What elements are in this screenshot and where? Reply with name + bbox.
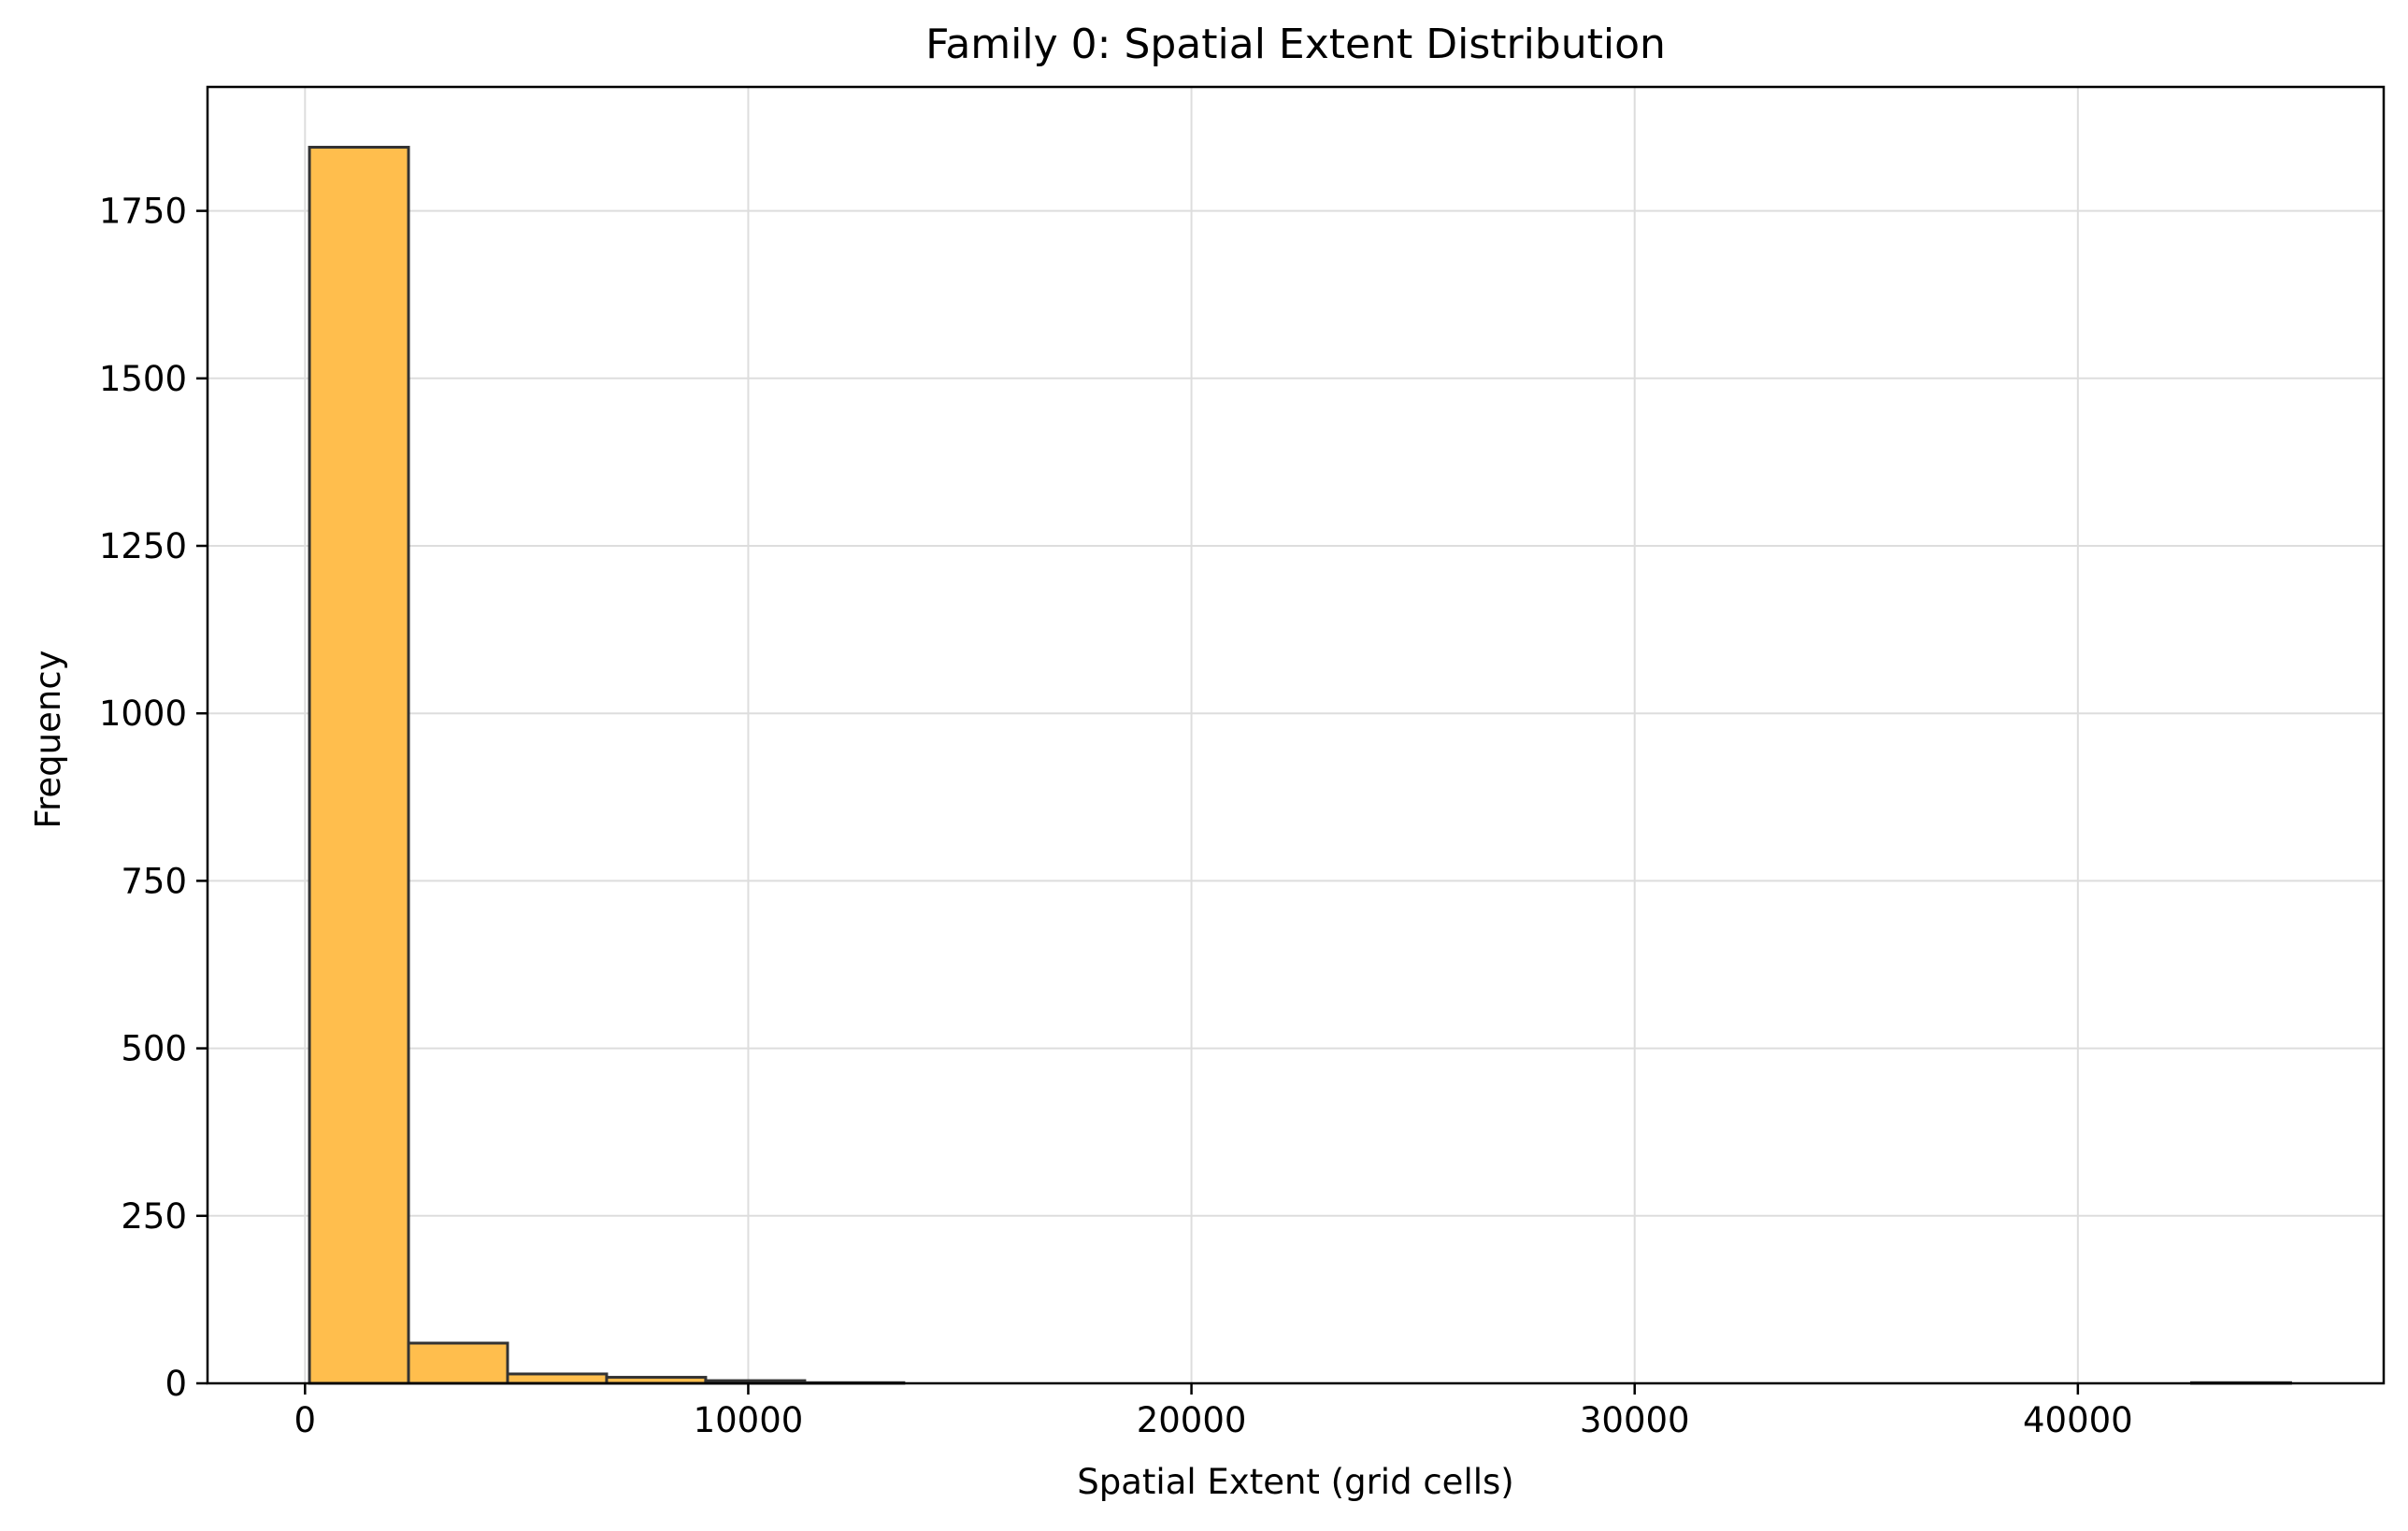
x-axis-ticks: 0 10000 20000 30000 40000 [294,1383,2133,1440]
x-tick-label: 0 [294,1400,317,1440]
histogram-bar-2 [506,1372,609,1385]
axes [206,85,2386,1385]
x-tick-label: 30000 [1580,1400,1690,1440]
y-tick-label: 1250 [99,526,187,566]
histogram-bar-0 [308,146,410,1385]
histogram-bars [308,146,2292,1385]
y-tick-label: 500 [121,1029,187,1069]
x-tick-label: 10000 [694,1400,804,1440]
y-axis-label: Frequency [28,650,68,828]
x-tick-label: 40000 [2023,1400,2133,1440]
y-tick-label: 1750 [99,192,187,232]
x-tick-label: 20000 [1137,1400,1247,1440]
y-tick-label: 1000 [99,694,187,734]
x-axis-label: Spatial Extent (grid cells) [1077,1462,1513,1502]
y-tick-label: 250 [121,1196,187,1237]
y-tick-label: 750 [121,861,187,901]
y-axis-ticks: 0 250 500 750 1000 1250 1500 1750 [99,192,208,1404]
chart-title: Family 0: Spatial Extent Distribution [925,21,1666,68]
y-tick-label: 1500 [99,359,187,399]
histogram-bar-1 [407,1341,509,1385]
plot-frame [206,85,2386,1385]
y-tick-label: 0 [165,1364,187,1404]
grid-lines [208,87,2384,1384]
